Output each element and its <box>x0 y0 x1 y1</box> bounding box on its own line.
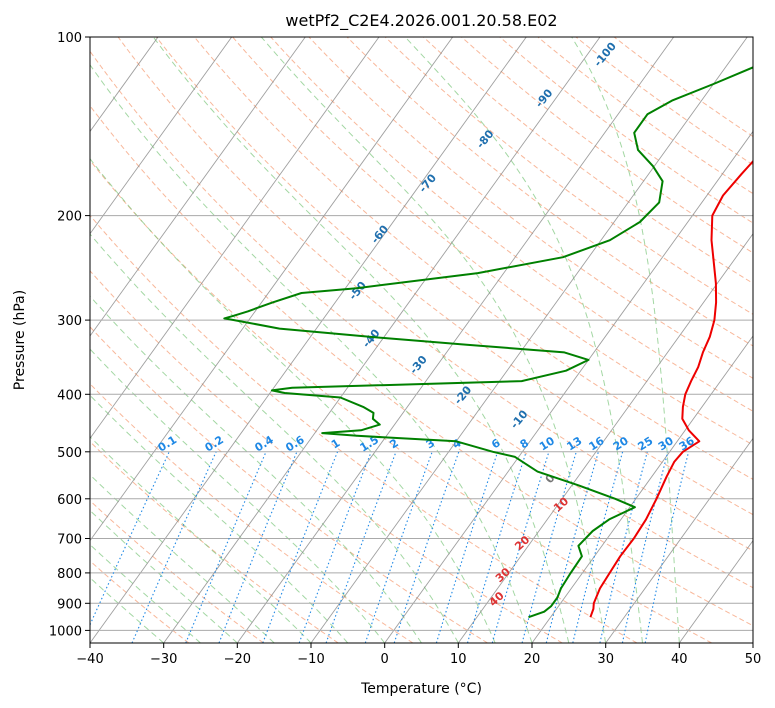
moist-adiabat-line <box>152 37 570 643</box>
mixing-ratio-line <box>131 451 217 643</box>
x-tick-label: 10 <box>450 652 467 667</box>
temperature-profile-line <box>589 159 753 618</box>
x-tick-label: 30 <box>597 652 614 667</box>
isotherm-line <box>163 37 601 643</box>
moist-adiabat-line <box>90 577 165 643</box>
moist-adiabat-line <box>90 544 201 643</box>
moist-adiabat-line <box>90 509 238 643</box>
dry-adiabat-line <box>90 326 488 643</box>
isotherm-line <box>90 37 233 235</box>
y-tick-label: 400 <box>57 388 82 403</box>
mixing-ratio-line <box>435 451 499 643</box>
dry-adiabat-line <box>575 37 753 166</box>
mixing-ratio-line <box>599 451 648 643</box>
y-tick-label: 500 <box>57 446 82 461</box>
x-axis-label: Temperature (°C) <box>360 681 482 697</box>
dry-adiabat-line <box>155 37 753 516</box>
y-tick-label: 300 <box>57 314 82 329</box>
mixing-ratio-line <box>521 451 577 643</box>
isotherm-line <box>752 642 753 643</box>
dry-adiabat-line <box>308 37 753 379</box>
mixing-ratio-line <box>393 451 460 643</box>
dry-adiabat-line <box>537 37 753 195</box>
moist-adiabat-line <box>90 157 496 643</box>
dewpoint-profile-line <box>223 66 753 619</box>
plot-frame <box>89 36 754 644</box>
chart-title: wetPf2_C2E4.2026.001.20.58.E02 <box>285 11 557 31</box>
y-tick-label: 900 <box>57 597 82 612</box>
axes-group: −40 −30 −20 −10 0 10 20 30 40 50 100 200 300 400 500 60… <box>49 31 761 667</box>
y-tick-label: 1000 <box>49 624 82 639</box>
moist-adiabat-line <box>90 63 533 643</box>
isotherm-line <box>310 37 748 643</box>
mixing-ratio-line <box>185 451 267 643</box>
x-tick-label: −20 <box>224 652 251 667</box>
isotherm-line <box>605 437 753 643</box>
moist-adiabat-line <box>90 348 386 643</box>
isotherm-line <box>678 539 753 643</box>
dry-adiabat-line <box>90 50 753 589</box>
y-tick-label: 100 <box>57 31 82 46</box>
dry-adiabat-line <box>461 37 753 254</box>
dry-adiabat-line <box>346 37 753 347</box>
y-tick-label: 200 <box>57 210 82 225</box>
isotherm-line <box>531 335 753 643</box>
x-tick-label: 0 <box>381 652 389 667</box>
x-tick-label: −30 <box>150 652 177 667</box>
moist-adiabat-line <box>90 233 459 643</box>
dry-adiabat-line <box>90 214 638 643</box>
mixing-ratio-line <box>364 451 433 643</box>
mixing-ratio-line <box>621 451 669 643</box>
dry-adiabat-line <box>90 104 753 627</box>
guide-lines-group <box>0 37 753 643</box>
dry-adiabat-line <box>117 37 753 552</box>
dry-adiabat-line <box>90 440 339 643</box>
mixing-ratio-line <box>572 451 624 643</box>
mixing-ratio-line <box>644 451 690 643</box>
isotherm-line <box>90 37 380 440</box>
plot-background <box>90 37 753 643</box>
isotherm-line <box>384 130 753 643</box>
isotherm-line <box>90 37 306 337</box>
x-tick-label: 40 <box>671 652 688 667</box>
isotherm-line <box>90 37 454 542</box>
moist-adiabat-line <box>260 37 607 643</box>
y-axis-label: Pressure (hPa) <box>12 290 28 390</box>
y-tick-label: 600 <box>57 493 82 508</box>
x-tick-label: −10 <box>297 652 324 667</box>
dry-adiabat-line <box>90 159 712 643</box>
moist-adiabat-line <box>404 37 643 643</box>
mixing-ratio-line <box>491 451 550 643</box>
moist-adiabat-line <box>571 37 680 643</box>
dry-adiabat-line <box>232 37 753 446</box>
dry-adiabat-line <box>90 270 563 643</box>
isotherm-line <box>457 232 753 643</box>
mixing-ratio-line <box>545 451 599 643</box>
mixing-ratio-line <box>466 451 527 643</box>
moist-adiabat-line <box>90 394 349 643</box>
isotherm-line <box>90 37 527 643</box>
x-tick-label: 20 <box>524 652 541 667</box>
moist-adiabat-line <box>90 474 275 643</box>
moist-adiabat-line <box>90 295 422 643</box>
x-tick-label: −40 <box>76 652 103 667</box>
profile-lines-group <box>223 66 753 619</box>
y-tick-label: 800 <box>57 567 82 582</box>
y-tick-label: 700 <box>57 533 82 548</box>
isotherm-line <box>236 37 675 643</box>
isotherm-line <box>0 37 11 643</box>
dry-adiabat-line <box>384 37 753 315</box>
mixing-ratio-line <box>90 451 170 627</box>
x-tick-label: 50 <box>745 652 762 667</box>
dry-adiabat-line <box>90 499 264 643</box>
